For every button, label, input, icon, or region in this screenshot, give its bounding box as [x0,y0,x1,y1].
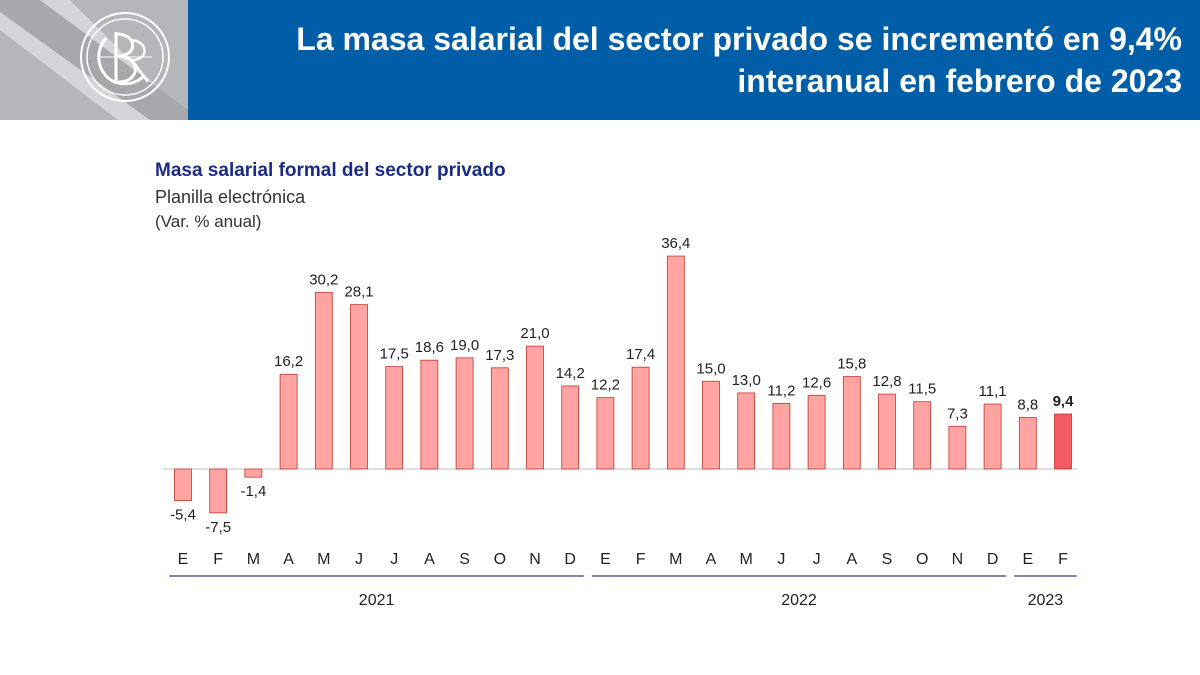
month-tick-label: M [740,551,753,568]
header-corner-decoration [0,0,188,120]
header-banner: La masa salarial del sector privado se i… [0,0,1200,120]
bar [244,468,263,478]
month-tick-label: E [600,551,611,568]
month-tick-label: N [952,551,964,568]
bar [772,403,791,470]
bar [702,380,720,470]
month-tick-label: S [882,551,893,568]
bar [807,394,826,470]
bar [209,468,228,514]
month-tick-label: M [669,551,682,568]
month-tick-label: D [987,551,999,568]
bar-value-label: 16,2 [274,353,303,370]
bar [666,255,685,470]
month-tick-label: F [213,551,223,568]
bar-value-label: 11,5 [908,381,936,398]
bar [385,366,404,470]
bar-value-label: 36,4 [661,235,690,252]
month-tick-label: O [916,551,928,568]
bar-value-label: 13,0 [732,372,761,389]
month-tick-label: N [529,551,541,568]
chart-subtitle: Planilla electrónica [155,187,306,207]
bar-value-label: 15,8 [837,356,866,373]
year-label: 2021 [359,592,395,609]
month-tick-label: A [846,551,857,568]
month-tick-label: E [178,551,189,568]
year-label: 2023 [1028,592,1064,609]
bar-value-label: 11,1 [979,383,1007,400]
month-tick-label: A [283,551,294,568]
month-tick-label: J [390,551,398,568]
month-tick-label: J [355,551,363,568]
bar [526,345,544,470]
bar-value-label: 9,4 [1053,393,1075,410]
bar-value-label: 17,4 [626,346,655,363]
bar [174,468,192,501]
month-tick-label: A [706,551,717,568]
bar [913,401,932,470]
bar-value-label: -5,4 [170,507,196,524]
bar [420,359,439,470]
bar [842,376,861,470]
bar [279,373,298,470]
bar [350,304,368,470]
chart-title: Masa salarial formal del sector privado [155,160,506,181]
month-tick-label: D [564,551,576,568]
header-title-line-1: La masa salarial del sector privado se i… [296,21,1182,57]
bar-value-label: 18,6 [415,339,444,356]
month-tick-label: O [494,551,506,568]
bar [314,291,333,470]
bar [737,392,756,470]
bar-value-label: -1,4 [240,483,266,500]
bar [1018,417,1037,470]
bar-value-label: -7,5 [205,519,231,536]
bar [983,403,1002,470]
bar [1054,413,1072,470]
bar-value-label: 14,2 [556,365,585,382]
bar [455,357,474,470]
header-title-line-2: interanual en febrero de 2023 [737,63,1182,99]
bar [596,397,615,470]
bar [878,393,896,470]
month-tick-label: F [636,551,646,568]
month-tick-label: J [813,551,821,568]
bar-value-label: 28,1 [344,284,373,301]
header-title: La masa salarial del sector privado se i… [202,18,1182,102]
bar-value-label: 30,2 [309,271,338,288]
bar [631,366,650,470]
month-tick-label: S [459,551,470,568]
month-tick-label: F [1058,551,1068,568]
month-tick-label: J [777,551,785,568]
bar-value-label: 12,6 [802,374,831,391]
bar [948,425,967,470]
bar-value-label: 17,5 [380,346,409,363]
bar [561,385,580,470]
bar-value-label: 21,0 [520,325,549,342]
month-tick-label: M [247,551,260,568]
month-tick-label: E [1022,551,1033,568]
chart-unit-label: (Var. % anual) [155,212,262,231]
year-label: 2022 [781,592,817,609]
bar-value-label: 17,3 [485,347,514,364]
bar [490,367,509,470]
bcrp-monogram-icon [80,12,170,102]
bar-value-label: 19,0 [450,337,479,354]
month-tick-label: M [317,551,330,568]
bar-value-label: 12,2 [591,377,620,394]
bar-value-label: 7,3 [947,405,968,422]
bar-value-label: 11,2 [767,382,795,399]
bar-value-label: 8,8 [1017,397,1038,414]
bar-value-label: 12,8 [872,373,901,390]
month-tick-label: A [424,551,435,568]
header-blue-panel [188,0,1200,120]
bar-value-label: 15,0 [696,360,725,377]
